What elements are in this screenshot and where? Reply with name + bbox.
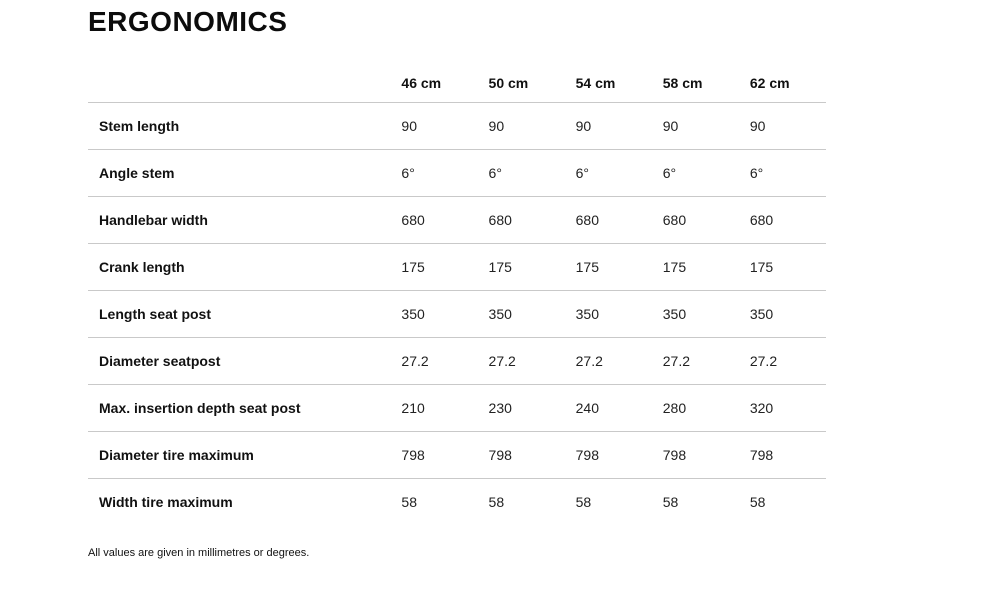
- spec-cell: 798: [749, 446, 774, 463]
- spec-cell: 350: [488, 305, 512, 322]
- spec-cell: 350: [662, 305, 687, 322]
- spec-cell: 6°: [662, 164, 677, 181]
- spec-cell: 210: [401, 399, 425, 416]
- ergonomics-table: 46 cm 50 cm 54 cm 58 cm 62 cm Stem lengt…: [88, 64, 826, 525]
- spec-cell: 280: [662, 399, 687, 416]
- spec-cell: 27.2: [401, 352, 429, 369]
- table-header-row: 46 cm 50 cm 54 cm 58 cm 62 cm: [88, 64, 826, 103]
- column-header-empty: [88, 64, 402, 103]
- table-row-length-seat-post: Length seat post 350 350 350 350 350: [88, 290, 826, 338]
- spec-cell: 90: [488, 117, 505, 134]
- column-header-50cm: 50 cm: [488, 64, 576, 103]
- spec-cell: 680: [401, 211, 425, 228]
- table-row-angle-stem: Angle stem 6° 6° 6° 6° 6°: [88, 149, 826, 197]
- spec-cell: 58: [749, 493, 766, 510]
- row-label: Max. insertion depth seat post: [99, 399, 301, 416]
- spec-cell: 350: [575, 305, 599, 322]
- column-header-54cm: 54 cm: [575, 64, 663, 103]
- spec-cell: 58: [662, 493, 679, 510]
- row-label: Diameter seatpost: [99, 352, 221, 369]
- table-row-width-tire-maximum: Width tire maximum 58 58 58 58 58: [88, 478, 826, 525]
- spec-cell: 680: [488, 211, 512, 228]
- row-label: Width tire maximum: [99, 493, 233, 510]
- column-header-62cm: 62 cm: [749, 64, 826, 103]
- spec-cell: 175: [488, 258, 512, 275]
- table-row-diameter-seatpost: Diameter seatpost 27.2 27.2 27.2 27.2 27…: [88, 337, 826, 385]
- spec-cell: 350: [401, 305, 425, 322]
- spec-cell: 175: [749, 258, 774, 275]
- table-row-max-insertion-depth-seat-post: Max. insertion depth seat post 210 230 2…: [88, 384, 826, 432]
- row-label: Handlebar width: [99, 211, 208, 228]
- row-label: Length seat post: [99, 305, 212, 322]
- spec-cell: 240: [575, 399, 599, 416]
- table-row-crank-length: Crank length 175 175 175 175 175: [88, 243, 826, 291]
- spec-cell: 175: [575, 258, 599, 275]
- spec-cell: 680: [575, 211, 599, 228]
- table-row-handlebar-width: Handlebar width 680 680 680 680 680: [88, 196, 826, 244]
- row-label: Crank length: [99, 258, 185, 275]
- spec-cell: 27.2: [488, 352, 516, 369]
- spec-cell: 6°: [488, 164, 502, 181]
- spec-cell: 798: [488, 446, 512, 463]
- row-label: Stem length: [99, 117, 180, 134]
- row-label: Angle stem: [99, 164, 175, 181]
- footnote: All values are given in millimetres or d…: [88, 547, 310, 560]
- spec-cell: 27.2: [575, 352, 603, 369]
- spec-cell: 350: [749, 305, 774, 322]
- spec-cell: 6°: [749, 164, 764, 181]
- column-header-58cm: 58 cm: [662, 64, 750, 103]
- spec-cell: 58: [575, 493, 592, 510]
- spec-cell: 798: [662, 446, 687, 463]
- spec-cell: 680: [662, 211, 687, 228]
- spec-cell: 320: [749, 399, 774, 416]
- spec-cell: 90: [401, 117, 417, 134]
- column-header-46cm: 46 cm: [401, 64, 489, 103]
- table-row-stem-length: Stem length 90 90 90 90 90: [88, 102, 826, 150]
- row-label: Diameter tire maximum: [99, 446, 254, 463]
- page-title: ERGONOMICS: [88, 6, 288, 37]
- spec-cell: 27.2: [749, 352, 778, 369]
- spec-cell: 27.2: [662, 352, 690, 369]
- table-row-diameter-tire-maximum: Diameter tire maximum 798 798 798 798 79…: [88, 431, 826, 479]
- spec-cell: 90: [662, 117, 679, 134]
- ergonomics-section: ERGONOMICS 46 cm 50 cm 54 cm 58 cm 62 cm: [88, 6, 826, 560]
- spec-cell: 230: [488, 399, 512, 416]
- spec-cell: 6°: [575, 164, 590, 181]
- spec-cell: 175: [401, 258, 425, 275]
- spec-cell: 58: [401, 493, 417, 510]
- spec-cell: 798: [575, 446, 599, 463]
- spec-cell: 6°: [401, 164, 415, 181]
- spec-cell: 58: [488, 493, 505, 510]
- spec-cell: 90: [575, 117, 592, 134]
- spec-cell: 90: [749, 117, 766, 134]
- spec-cell: 798: [401, 446, 425, 463]
- spec-cell: 175: [662, 258, 687, 275]
- spec-cell: 680: [749, 211, 774, 228]
